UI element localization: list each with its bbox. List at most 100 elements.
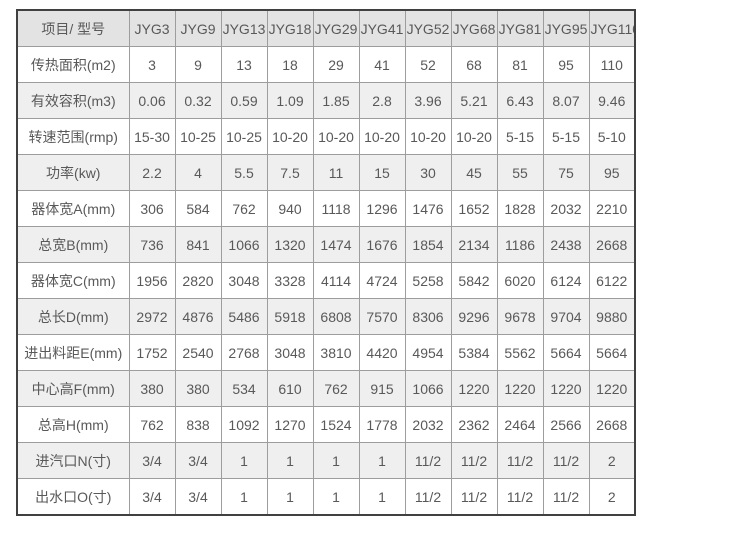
data-cell: 5664 xyxy=(542,334,590,371)
data-cell: 1296 xyxy=(358,190,406,227)
data-cell: 2210 xyxy=(588,190,636,227)
model-header-cell: JYG41 xyxy=(358,9,406,47)
data-cell: 1220 xyxy=(450,370,498,407)
data-cell: 915 xyxy=(358,370,406,407)
model-header-cell: JYG68 xyxy=(450,9,498,47)
data-cell: 4724 xyxy=(358,262,406,299)
data-cell: 306 xyxy=(128,190,176,227)
data-cell: 6808 xyxy=(312,298,360,335)
data-cell: 1 xyxy=(266,442,314,479)
data-cell: 1.85 xyxy=(312,82,360,119)
data-cell: 2134 xyxy=(450,226,498,263)
data-cell: 7570 xyxy=(358,298,406,335)
data-cell: 3.96 xyxy=(404,82,452,119)
data-cell: 11/2 xyxy=(404,442,452,479)
data-cell: 762 xyxy=(128,406,176,443)
data-cell: 1 xyxy=(358,478,406,516)
data-cell: 2820 xyxy=(174,262,222,299)
table-row: 进汽口N(寸) 3/4 3/4 1 1 1 1 11/2 11/2 11/2 11/2 2 xyxy=(16,442,636,479)
spec-table: 项目/ 型号 JYG3 JYG9 JYG13 JYG18 JYG29 JYG41 JYG52 J… xyxy=(16,9,636,516)
data-cell: 1066 xyxy=(220,226,268,263)
table-row: 总长D(mm) 2972 4876 5486 5918 6808 7570 8306 9296 9… xyxy=(16,298,636,335)
data-cell: 95 xyxy=(588,154,636,191)
data-cell: 1320 xyxy=(266,226,314,263)
model-header-cell: JYG18 xyxy=(266,9,314,47)
data-cell: 10-20 xyxy=(266,118,314,155)
data-cell: 1956 xyxy=(128,262,176,299)
row-label: 总高H(mm) xyxy=(16,406,130,443)
data-cell: 9 xyxy=(174,46,222,83)
data-cell: 6020 xyxy=(496,262,544,299)
data-cell: 1 xyxy=(266,478,314,516)
model-header-cell: JYG3 xyxy=(128,9,176,47)
table-row: 中心高F(mm) 380 380 534 610 762 915 1066 1220 1220 12… xyxy=(16,370,636,407)
data-cell: 5562 xyxy=(496,334,544,371)
data-cell: 1220 xyxy=(542,370,590,407)
data-cell: 6124 xyxy=(542,262,590,299)
data-cell: 2.2 xyxy=(128,154,176,191)
data-cell: 4876 xyxy=(174,298,222,335)
data-cell: 2972 xyxy=(128,298,176,335)
spec-table-head: 项目/ 型号 JYG3 JYG9 JYG13 JYG18 JYG29 JYG41 JYG52 J… xyxy=(16,9,636,47)
data-cell: 0.32 xyxy=(174,82,222,119)
model-header-cell: JYG95 xyxy=(542,9,590,47)
data-cell: 1 xyxy=(312,442,360,479)
data-cell: 1752 xyxy=(128,334,176,371)
data-cell: 10-20 xyxy=(358,118,406,155)
model-header-cell: JYG52 xyxy=(404,9,452,47)
data-cell: 2438 xyxy=(542,226,590,263)
data-cell: 15 xyxy=(358,154,406,191)
data-cell: 5-15 xyxy=(496,118,544,155)
data-cell: 3328 xyxy=(266,262,314,299)
data-cell: 841 xyxy=(174,226,222,263)
row-label: 进出料距E(mm) xyxy=(16,334,130,371)
data-cell: 8.07 xyxy=(542,82,590,119)
data-cell: 10-20 xyxy=(404,118,452,155)
table-row: 器体宽C(mm) 1956 2820 3048 3328 4114 4724 5258 5842… xyxy=(16,262,636,299)
data-cell: 5258 xyxy=(404,262,452,299)
data-cell: 5918 xyxy=(266,298,314,335)
data-cell: 762 xyxy=(220,190,268,227)
data-cell: 11/2 xyxy=(542,478,590,516)
data-cell: 584 xyxy=(174,190,222,227)
data-cell: 30 xyxy=(404,154,452,191)
data-cell: 3 xyxy=(128,46,176,83)
data-cell: 2668 xyxy=(588,226,636,263)
data-cell: 5-15 xyxy=(542,118,590,155)
row-label: 总宽B(mm) xyxy=(16,226,130,263)
model-header-cell: JYG81 xyxy=(496,9,544,47)
table-row: 转速范围(rmp) 15-30 10-25 10-25 10-20 10-20 10-20 1… xyxy=(16,118,636,155)
model-header-cell: JYG13 xyxy=(220,9,268,47)
data-cell: 9704 xyxy=(542,298,590,335)
data-cell: 1.09 xyxy=(266,82,314,119)
data-cell: 2 xyxy=(588,478,636,516)
model-header-cell: JYG110 xyxy=(588,9,636,47)
data-cell: 6122 xyxy=(588,262,636,299)
row-label: 转速范围(rmp) xyxy=(16,118,130,155)
data-cell: 9880 xyxy=(588,298,636,335)
data-cell: 762 xyxy=(312,370,360,407)
data-cell: 2032 xyxy=(404,406,452,443)
data-cell: 75 xyxy=(542,154,590,191)
data-cell: 3810 xyxy=(312,334,360,371)
data-cell: 1652 xyxy=(450,190,498,227)
data-cell: 3/4 xyxy=(128,478,176,516)
data-cell: 11/2 xyxy=(496,478,544,516)
data-cell: 10-20 xyxy=(450,118,498,155)
data-cell: 5842 xyxy=(450,262,498,299)
data-cell: 2 xyxy=(588,442,636,479)
data-cell: 4 xyxy=(174,154,222,191)
table-row: 传热面积(m2) 3 9 13 18 29 41 52 68 81 95 110 xyxy=(16,46,636,83)
table-row: 有效容积(m3) 0.06 0.32 0.59 1.09 1.85 2.8 3.96 5.21 6… xyxy=(16,82,636,119)
table-row: 功率(kw) 2.2 4 5.5 7.5 11 15 30 45 55 75 95 xyxy=(16,154,636,191)
data-cell: 2464 xyxy=(496,406,544,443)
data-cell: 5486 xyxy=(220,298,268,335)
data-cell: 3/4 xyxy=(174,442,222,479)
data-cell: 1118 xyxy=(312,190,360,227)
data-cell: 1778 xyxy=(358,406,406,443)
data-cell: 3048 xyxy=(266,334,314,371)
data-cell: 10-25 xyxy=(174,118,222,155)
row-label: 有效容积(m3) xyxy=(16,82,130,119)
row-label: 功率(kw) xyxy=(16,154,130,191)
data-cell: 2.8 xyxy=(358,82,406,119)
